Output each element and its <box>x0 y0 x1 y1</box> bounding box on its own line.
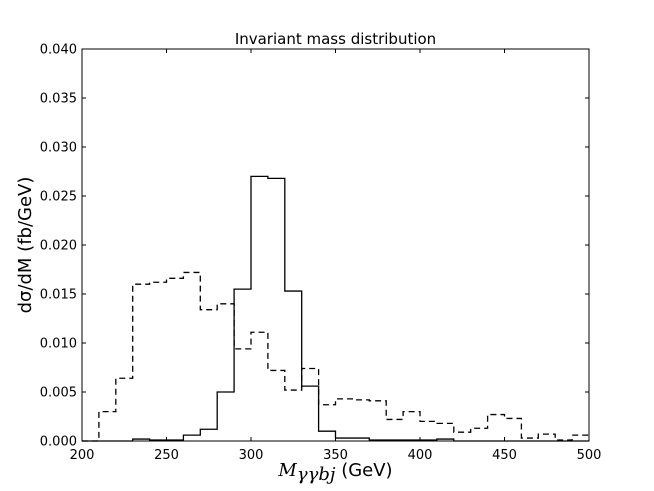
x-axis-label-subscript: γγbj <box>297 464 336 485</box>
chart-title: Invariant mass distribution <box>235 30 436 48</box>
y-tick-label: 0.035 <box>40 92 77 107</box>
y-tick-label: 0.000 <box>40 435 77 450</box>
x-tick-label: 200 <box>70 448 95 463</box>
x-tick-label: 250 <box>154 448 179 463</box>
y-tick-label: 0.015 <box>40 288 77 303</box>
x-tick-label: 300 <box>239 448 264 463</box>
y-axis-label: dσ/dM (fb/GeV) <box>15 177 36 314</box>
x-axis-label-math: M <box>277 460 297 481</box>
y-tick-label: 0.020 <box>40 239 77 254</box>
x-tick-label: 450 <box>492 448 517 463</box>
y-tick-label: 0.040 <box>40 43 77 58</box>
y-tick-label: 0.030 <box>40 141 77 156</box>
y-tick-label: 0.025 <box>40 190 77 205</box>
x-tick-label: 350 <box>323 448 348 463</box>
plot-frame <box>81 48 590 442</box>
x-axis-label-unit: (GeV) <box>335 460 392 481</box>
x-tick-label: 400 <box>408 448 433 463</box>
y-tick-label: 0.010 <box>40 337 77 352</box>
x-tick-label: 500 <box>577 448 602 463</box>
y-tick-label: 0.005 <box>40 386 77 401</box>
series-dashed-line <box>82 271 589 442</box>
x-axis-label: Mγγbj (GeV) <box>277 460 392 485</box>
ticks-layer: 200 250 300 350 400 450 500 0.000 0.005 0.010 0.01… <box>40 43 602 464</box>
